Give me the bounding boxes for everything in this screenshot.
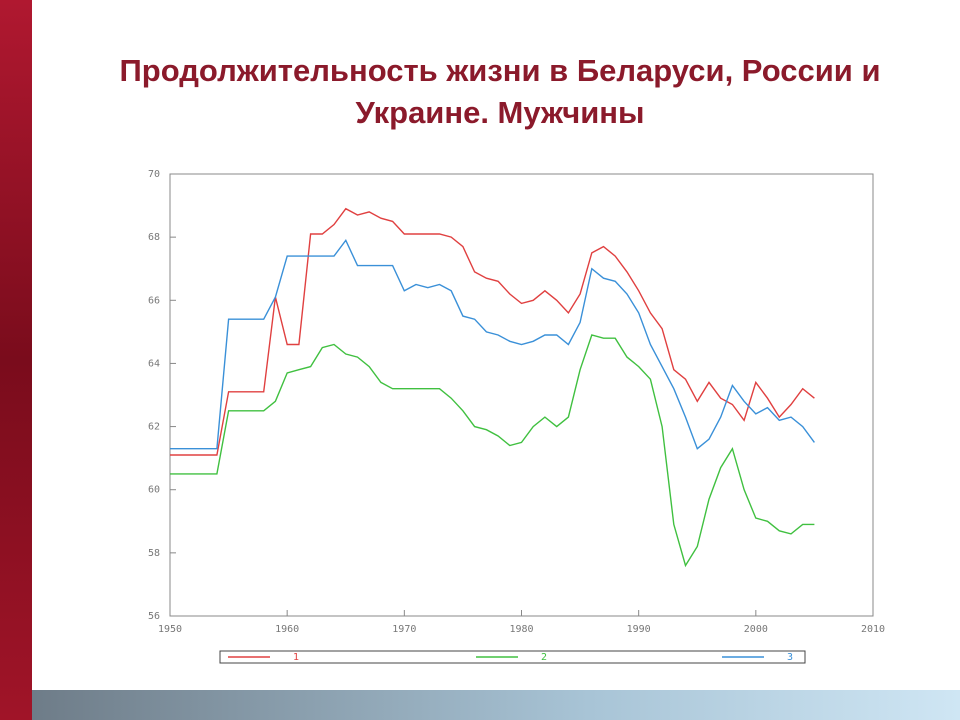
x-tick-label: 1950 [158, 624, 182, 635]
side-bar [0, 0, 32, 720]
legend-label: 3 [787, 652, 793, 663]
legend-label: 1 [293, 652, 299, 663]
y-tick-label: 68 [148, 232, 160, 243]
y-tick-label: 58 [148, 548, 160, 559]
x-tick-label: 1970 [392, 624, 416, 635]
x-tick-label: 1980 [509, 624, 533, 635]
y-tick-label: 70 [148, 169, 160, 180]
chart-title: Продолжительность жизни в Беларуси, Росс… [119, 53, 881, 130]
x-tick-label: 2000 [744, 624, 768, 635]
y-tick-label: 64 [148, 358, 160, 369]
y-tick-label: 56 [148, 611, 160, 622]
footer-bar [32, 690, 960, 720]
x-tick-label: 1960 [275, 624, 299, 635]
legend-label: 2 [541, 652, 547, 663]
chart: 56 58 60 62 64 66 68 70 1950 1960 1970 1980 1990 2000… [148, 169, 885, 664]
y-tick-label: 60 [148, 485, 160, 496]
series-line [170, 207, 815, 456]
series-line [170, 334, 815, 568]
plot-frame [169, 173, 874, 617]
series-line [170, 238, 815, 450]
legend-box [219, 650, 806, 664]
x-tick-label: 2010 [861, 624, 885, 635]
y-tick-label: 62 [148, 422, 160, 433]
y-tick-label: 66 [148, 295, 160, 306]
x-tick-label: 1990 [627, 624, 651, 635]
